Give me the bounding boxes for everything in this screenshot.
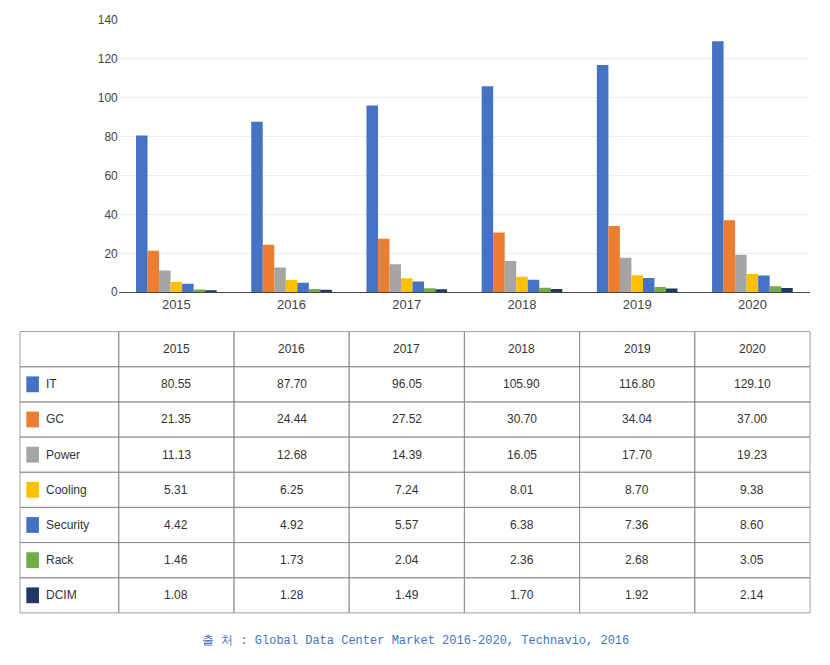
svg-text:8.01: 8.01 — [510, 483, 534, 497]
svg-text:80: 80 — [104, 130, 118, 144]
svg-text:87.70: 87.70 — [277, 377, 307, 391]
svg-text:1.46: 1.46 — [164, 553, 188, 567]
svg-text:2019: 2019 — [624, 342, 651, 356]
svg-text:2015: 2015 — [162, 297, 191, 312]
svg-text:8.60: 8.60 — [740, 518, 764, 532]
svg-text:Rack: Rack — [46, 553, 74, 567]
svg-text:1.92: 1.92 — [625, 588, 649, 602]
svg-text:2.04: 2.04 — [395, 553, 419, 567]
svg-text:1.08: 1.08 — [164, 588, 188, 602]
svg-text:3.05: 3.05 — [740, 553, 764, 567]
svg-text:2020: 2020 — [739, 342, 766, 356]
svg-text:60: 60 — [104, 169, 118, 183]
svg-text:1.49: 1.49 — [395, 588, 419, 602]
svg-text:96.05: 96.05 — [392, 377, 422, 391]
svg-text:2016: 2016 — [277, 297, 306, 312]
svg-text:2018: 2018 — [508, 342, 535, 356]
svg-text:Power: Power — [46, 448, 80, 462]
svg-text:4.42: 4.42 — [164, 518, 188, 532]
svg-text:17.70: 17.70 — [622, 448, 652, 462]
svg-text:16.05: 16.05 — [507, 448, 537, 462]
svg-text:1.73: 1.73 — [280, 553, 304, 567]
svg-text:129.10: 129.10 — [734, 377, 771, 391]
svg-text:DCIM: DCIM — [46, 588, 77, 602]
svg-text:11.13: 11.13 — [162, 448, 191, 462]
svg-text:7.36: 7.36 — [625, 518, 649, 532]
svg-text:Cooling: Cooling — [46, 483, 87, 497]
svg-text:21.35: 21.35 — [161, 412, 191, 426]
svg-text:Security: Security — [46, 518, 89, 532]
svg-text:9.38: 9.38 — [740, 483, 764, 497]
svg-text:2017: 2017 — [393, 342, 420, 356]
svg-text:116.80: 116.80 — [619, 377, 655, 391]
svg-text:7.24: 7.24 — [395, 483, 419, 497]
svg-text:27.52: 27.52 — [392, 412, 422, 426]
svg-text:37.00: 37.00 — [737, 412, 767, 426]
svg-text:1.28: 1.28 — [280, 588, 304, 602]
svg-text:2020: 2020 — [738, 297, 767, 312]
svg-text:2.14: 2.14 — [740, 588, 764, 602]
svg-text:2018: 2018 — [508, 297, 537, 312]
svg-text:2015: 2015 — [163, 342, 190, 356]
svg-text:40: 40 — [104, 208, 118, 222]
svg-text:24.44: 24.44 — [277, 412, 307, 426]
svg-text:30.70: 30.70 — [507, 412, 537, 426]
svg-text:6.25: 6.25 — [280, 483, 304, 497]
svg-text:19.23: 19.23 — [737, 448, 767, 462]
svg-text:2017: 2017 — [392, 297, 421, 312]
svg-text:0: 0 — [111, 285, 118, 299]
svg-text:120: 120 — [98, 52, 118, 66]
svg-text:2019: 2019 — [623, 297, 652, 312]
svg-text:GC: GC — [46, 412, 64, 426]
svg-text:12.68: 12.68 — [277, 448, 307, 462]
svg-text:5.31: 5.31 — [164, 483, 188, 497]
svg-text:출 처 : Global Data Center Marke: 출 처 : Global Data Center Market 2016-202… — [202, 634, 629, 648]
svg-text:34.04: 34.04 — [622, 412, 652, 426]
svg-text:4.92: 4.92 — [280, 518, 304, 532]
svg-text:6.38: 6.38 — [510, 518, 534, 532]
svg-text:14.39: 14.39 — [392, 448, 422, 462]
svg-text:2016: 2016 — [278, 342, 305, 356]
svg-text:IT: IT — [46, 377, 57, 391]
svg-text:5.57: 5.57 — [395, 518, 419, 532]
svg-text:140: 140 — [98, 13, 118, 27]
svg-text:105.90: 105.90 — [503, 377, 540, 391]
svg-text:8.70: 8.70 — [625, 483, 649, 497]
svg-text:20: 20 — [104, 247, 118, 261]
svg-text:80.55: 80.55 — [161, 377, 191, 391]
svg-text:2.36: 2.36 — [510, 553, 534, 567]
svg-text:2.68: 2.68 — [625, 553, 649, 567]
svg-text:1.70: 1.70 — [510, 588, 534, 602]
svg-text:100: 100 — [98, 91, 118, 105]
